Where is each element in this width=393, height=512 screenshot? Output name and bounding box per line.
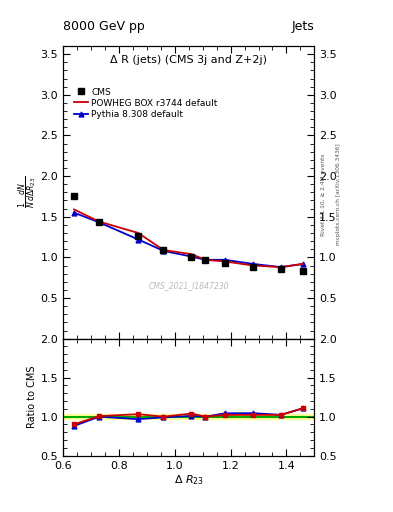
Pythia 8.308 default [161, 248, 166, 254]
Line: Pythia 8.308 default: Pythia 8.308 default [72, 210, 306, 269]
CMS [136, 233, 141, 239]
CMS [222, 260, 227, 266]
CMS [72, 193, 76, 199]
POWHEG BOX r3744 default [97, 219, 101, 225]
CMS [189, 254, 194, 261]
POWHEG BOX r3744 default [251, 263, 255, 269]
X-axis label: $\Delta\ R_{23}$: $\Delta\ R_{23}$ [174, 473, 204, 487]
POWHEG BOX r3744 default [72, 206, 76, 212]
Text: Rivet 3.1.10, ≥ 2.4M events: Rivet 3.1.10, ≥ 2.4M events [320, 153, 325, 236]
CMS [203, 257, 208, 263]
CMS [97, 219, 101, 225]
Pythia 8.308 default [203, 257, 208, 263]
Y-axis label: Ratio to CMS: Ratio to CMS [28, 366, 37, 429]
Line: POWHEG BOX r3744 default: POWHEG BOX r3744 default [74, 209, 303, 267]
POWHEG BOX r3744 default [222, 259, 227, 265]
Pythia 8.308 default [279, 264, 283, 270]
Text: CMS_2021_I1847230: CMS_2021_I1847230 [149, 282, 229, 290]
Pythia 8.308 default [251, 261, 255, 267]
Text: 8000 GeV pp: 8000 GeV pp [63, 20, 145, 33]
CMS [301, 268, 306, 274]
Pythia 8.308 default [301, 261, 306, 267]
Text: Δ R (jets) (CMS 3j and Z+2j): Δ R (jets) (CMS 3j and Z+2j) [110, 55, 267, 65]
Pythia 8.308 default [72, 209, 76, 216]
Legend: CMS, POWHEG BOX r3744 default, Pythia 8.308 default: CMS, POWHEG BOX r3744 default, Pythia 8.… [72, 86, 220, 121]
Text: Jets: Jets [292, 20, 314, 33]
Pythia 8.308 default [136, 237, 141, 243]
Bar [63, 414, 314, 419]
POWHEG BOX r3744 default [301, 261, 306, 267]
Line: CMS: CMS [71, 193, 307, 274]
Pythia 8.308 default [189, 253, 194, 260]
POWHEG BOX r3744 default [203, 257, 208, 263]
CMS [279, 266, 283, 272]
POWHEG BOX r3744 default [189, 251, 194, 257]
Text: mcplots.cern.ch [arXiv:1306.3436]: mcplots.cern.ch [arXiv:1306.3436] [336, 144, 341, 245]
Pythia 8.308 default [222, 257, 227, 263]
POWHEG BOX r3744 default [279, 264, 283, 270]
Y-axis label: $\frac{1}{N}\frac{dN}{d\Delta R_{23}}$: $\frac{1}{N}\frac{dN}{d\Delta R_{23}}$ [16, 176, 39, 208]
POWHEG BOX r3744 default [161, 247, 166, 253]
Pythia 8.308 default [97, 219, 101, 225]
CMS [251, 264, 255, 270]
CMS [161, 247, 166, 253]
POWHEG BOX r3744 default [136, 230, 141, 236]
